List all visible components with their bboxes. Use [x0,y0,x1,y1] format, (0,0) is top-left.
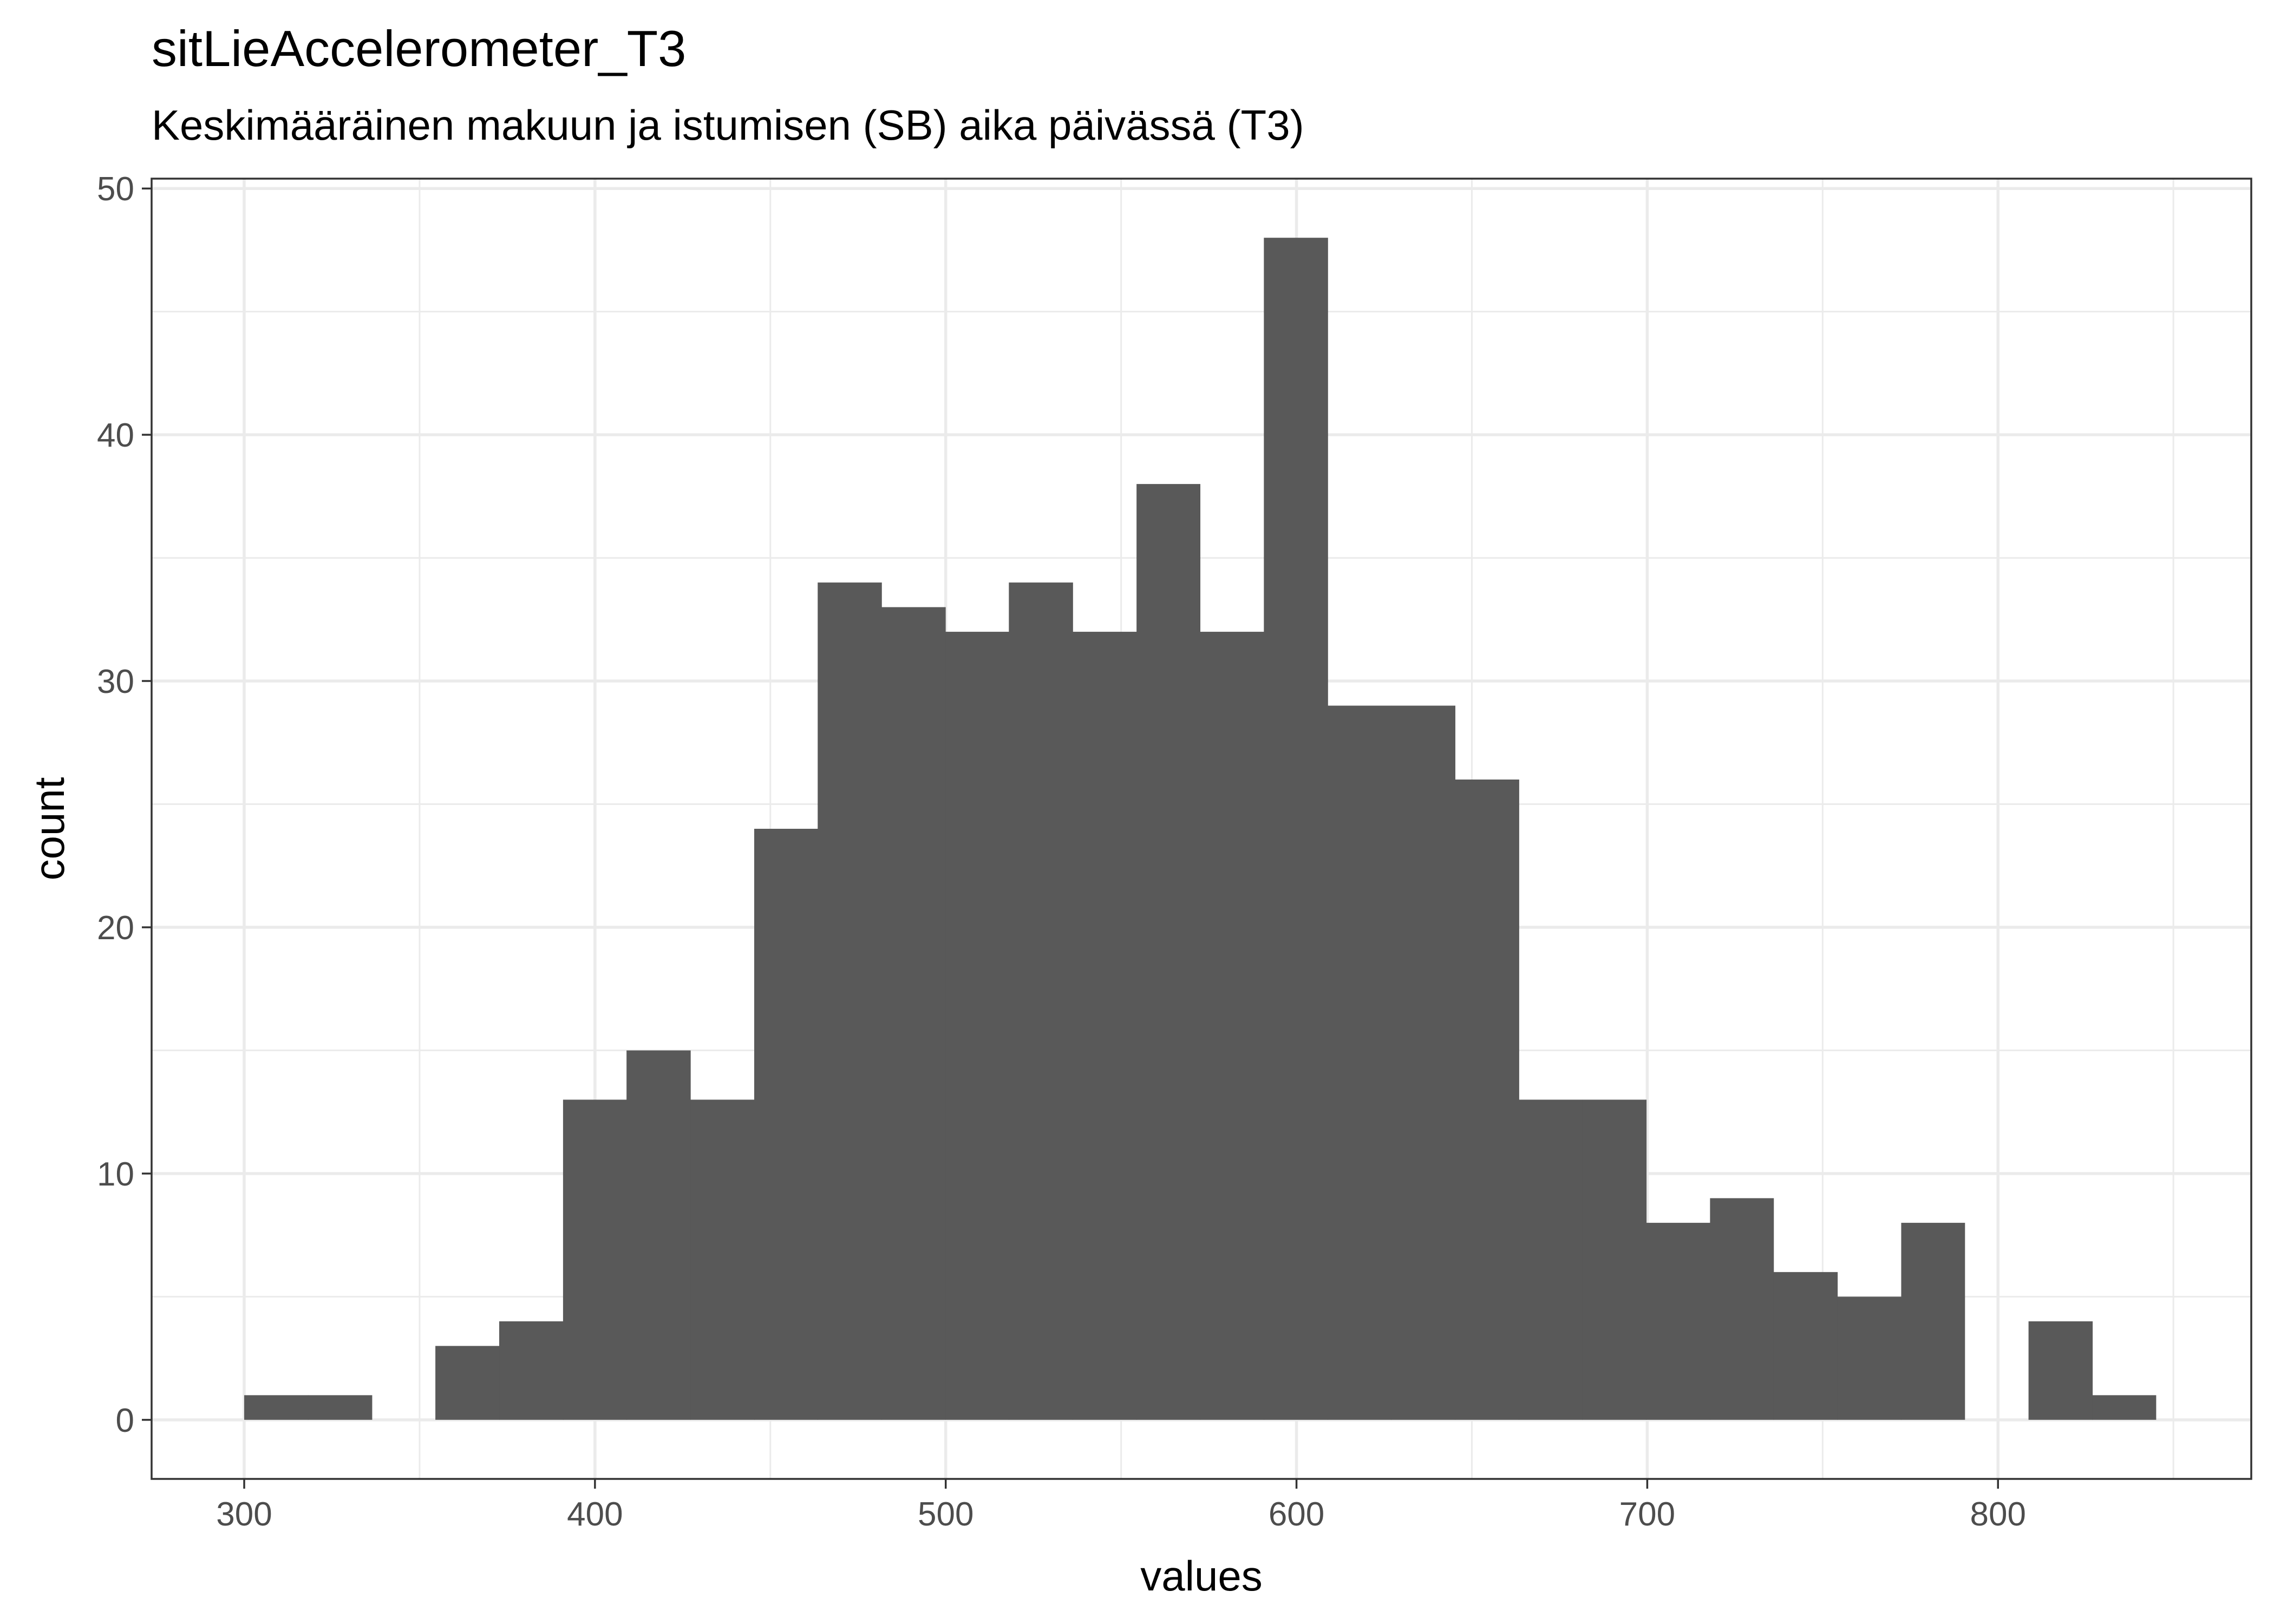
x-axis: 300 400 500 600 700 800 [216,1479,2026,1533]
histogram-bar [1136,484,1201,1420]
histogram-bar [1073,632,1137,1420]
histogram-bar [1328,705,1392,1420]
x-tick-label: 800 [1970,1496,2026,1533]
histogram-bar [1710,1198,1774,1420]
y-tick-label: 30 [97,663,134,700]
x-tick-label: 500 [918,1496,973,1533]
histogram-bar [308,1395,373,1420]
histogram-bar [499,1321,564,1420]
chart-title: sitLieAccelerometer_T3 [152,20,686,77]
x-tick-label: 600 [1269,1496,1324,1533]
x-tick-label: 300 [216,1496,272,1533]
x-tick-label: 400 [567,1496,623,1533]
y-tick-label: 20 [97,909,134,947]
histogram-bar [563,1099,627,1420]
histogram-bar [1455,780,1519,1420]
histogram-bars [244,238,2157,1420]
histogram-bar [690,1099,755,1420]
histogram-bar [818,582,882,1420]
histogram-bar [945,632,1009,1420]
histogram-bar [1391,705,1455,1420]
histogram-bar [1901,1222,1965,1420]
histogram-bar [881,607,946,1420]
y-axis-title: count [25,777,73,880]
y-tick-label: 50 [97,171,134,208]
histogram-bar [1773,1272,1838,1420]
histogram-bar [1519,1099,1583,1420]
x-tick-label: 700 [1619,1496,1675,1533]
x-axis-title: values [1140,1552,1262,1600]
histogram-bar [1837,1296,1902,1420]
y-tick-label: 40 [97,417,134,454]
histogram-bar [2028,1321,2093,1420]
histogram-bar [1200,632,1264,1420]
histogram-bar [244,1395,309,1420]
histogram-bar [1646,1222,1710,1420]
histogram-bar [1264,238,1328,1420]
histogram-bar [1009,582,1073,1420]
plot-border [151,178,2252,1480]
y-tick-label: 0 [116,1402,134,1439]
histogram-bar [435,1346,500,1420]
histogram-bar [1582,1099,1647,1420]
y-tick-label: 10 [97,1156,134,1193]
histogram-bar [2092,1395,2157,1420]
histogram-bar [754,829,818,1420]
chart-subtitle: Keskimääräinen makuun ja istumisen (SB) … [152,101,1304,149]
histogram-bar [626,1050,691,1420]
y-axis: 0 10 20 30 40 50 [97,171,152,1439]
